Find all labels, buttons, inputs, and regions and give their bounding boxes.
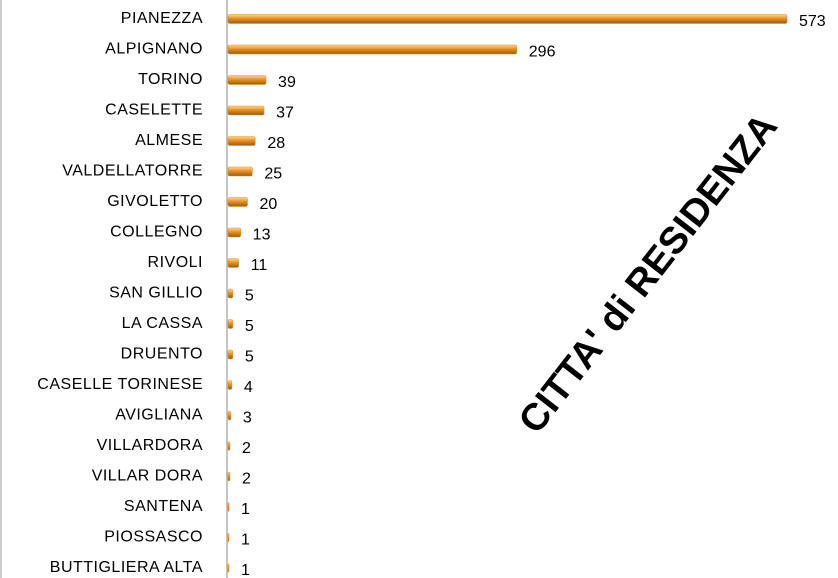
value-label: 11	[251, 257, 268, 274]
value-label: 39	[278, 74, 296, 91]
value-label: 1	[241, 501, 250, 518]
category-label: ALMESE	[135, 132, 203, 149]
annotation: CITTA' di RESIDENZA	[511, 106, 786, 441]
bar	[227, 380, 233, 390]
value-label: 28	[267, 135, 285, 152]
value-label: 25	[264, 166, 282, 183]
bar	[227, 441, 231, 451]
value-label: 13	[253, 227, 271, 244]
bar	[227, 563, 230, 573]
value-label: 20	[260, 196, 278, 213]
category-label: BUTTIGLIERA ALTA	[50, 559, 203, 576]
category-label: PIANEZZA	[121, 10, 203, 27]
category-label: VILLARDORA	[97, 437, 203, 454]
bar	[227, 105, 265, 116]
bar	[227, 502, 230, 512]
bar	[227, 227, 241, 238]
bar	[227, 166, 253, 177]
category-label: COLLEGNO	[110, 224, 203, 241]
category-label: GIVOLETTO	[107, 193, 203, 210]
value-label: 3	[243, 410, 252, 427]
bar	[227, 319, 234, 329]
bar	[227, 471, 231, 482]
bar	[227, 532, 230, 543]
bar	[227, 136, 256, 146]
category-label: ALPIGNANO	[105, 41, 203, 58]
value-label: 5	[245, 288, 254, 305]
bar	[227, 410, 232, 421]
bar	[227, 75, 267, 85]
bar	[227, 258, 239, 268]
category-label: VILLAR DORA	[92, 468, 203, 485]
value-label: 5	[245, 318, 254, 335]
value-label: 5	[245, 349, 254, 366]
value-label: 4	[244, 379, 253, 396]
category-label: AVIGLIANA	[115, 407, 203, 424]
value-label: 37	[276, 105, 294, 122]
bar	[227, 14, 788, 24]
category-label: DRUENTO	[121, 346, 203, 363]
bar	[227, 44, 518, 55]
category-label: SANTENA	[124, 498, 203, 515]
category-label: TORINO	[138, 71, 203, 88]
category-label: RIVOLI	[148, 254, 203, 271]
value-label: 573	[799, 13, 826, 30]
value-label: 296	[529, 44, 556, 61]
bar	[227, 288, 234, 299]
category-label: VALDELLATORRE	[62, 163, 203, 180]
category-label: CASELETTE	[105, 102, 203, 119]
value-label: 1	[241, 532, 250, 549]
value-label: 1	[241, 562, 250, 578]
value-label: 2	[242, 471, 251, 488]
category-label: CASELLE TORINESE	[37, 376, 203, 393]
bar	[227, 349, 234, 360]
value-label: 2	[242, 440, 251, 457]
bar	[227, 197, 248, 207]
category-label: PIOSSASCO	[104, 529, 203, 546]
category-label: SAN GILLIO	[109, 285, 203, 302]
category-label: LA CASSA	[122, 315, 203, 332]
